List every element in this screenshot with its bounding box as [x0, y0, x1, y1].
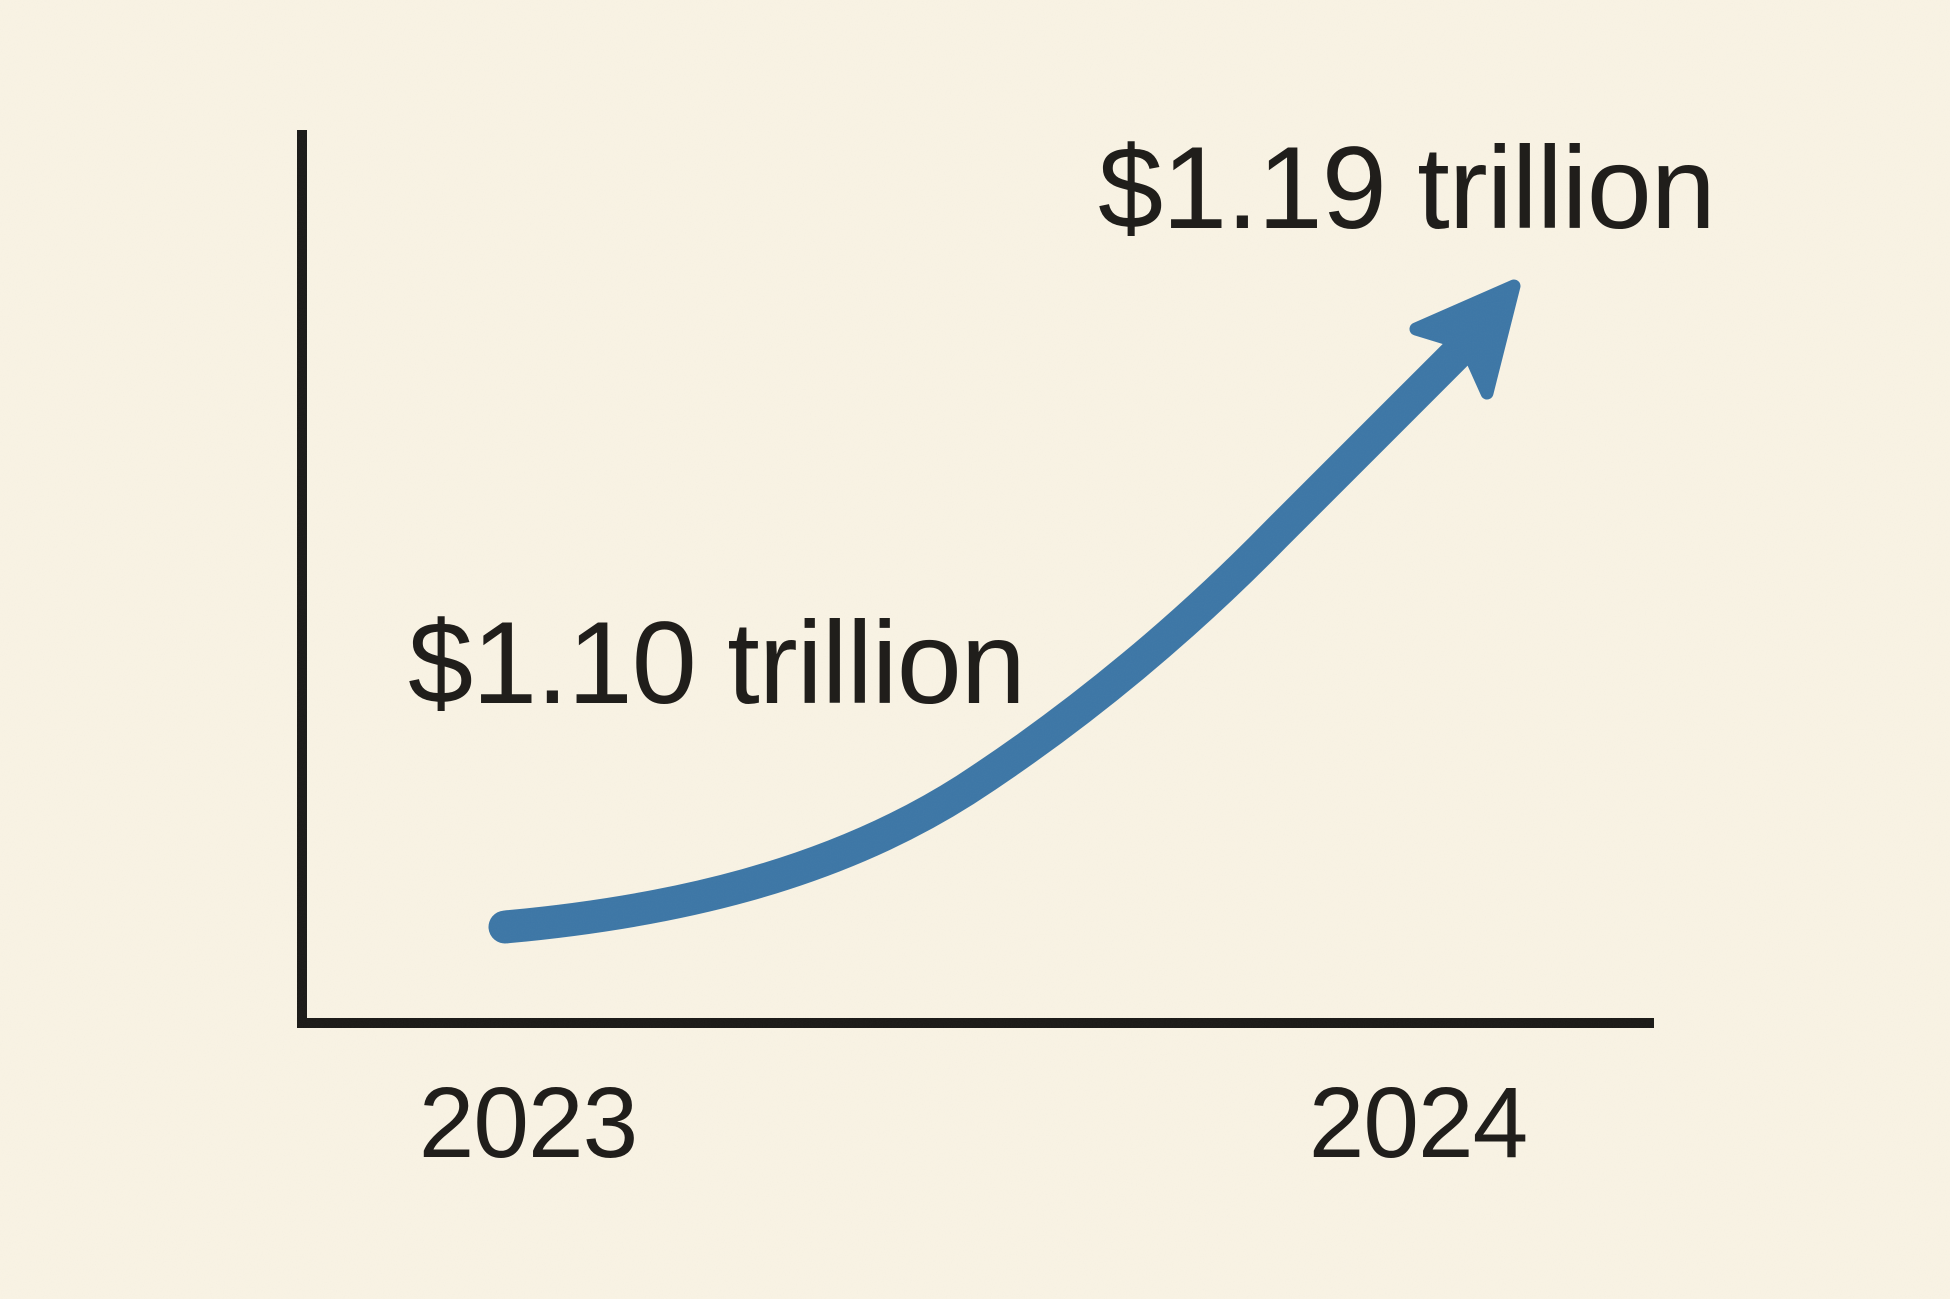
value-label-start: $1.10 trillion	[408, 597, 1026, 728]
x-tick-2024: 2024	[1308, 1067, 1528, 1179]
x-tick-2023: 2023	[418, 1067, 638, 1179]
value-label-end: $1.19 trillion	[1098, 122, 1716, 253]
